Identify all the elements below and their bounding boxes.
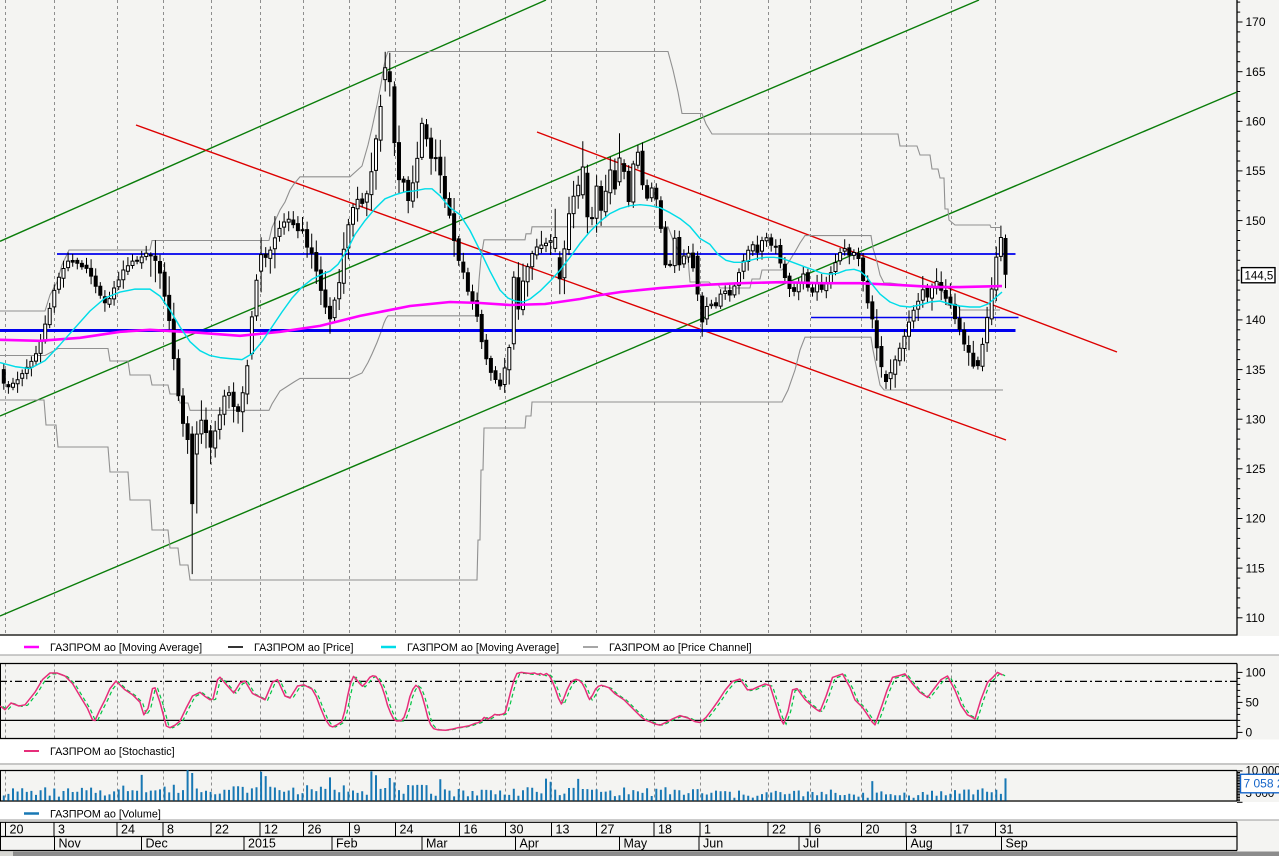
svg-text:Jun: Jun xyxy=(703,837,723,851)
svg-text:Mar: Mar xyxy=(426,837,448,851)
svg-text:50: 50 xyxy=(1246,696,1260,710)
svg-text:ГАЗПРОМ ао [Volume]: ГАЗПРОМ ао [Volume] xyxy=(50,809,161,821)
svg-text:130: 130 xyxy=(1246,412,1266,426)
svg-text:ГАЗПРОМ ао [Moving Average]: ГАЗПРОМ ао [Moving Average] xyxy=(50,642,202,654)
svg-text:2015: 2015 xyxy=(248,837,276,851)
svg-text:Dec: Dec xyxy=(146,837,168,851)
svg-text:Feb: Feb xyxy=(336,837,358,851)
svg-text:155: 155 xyxy=(1246,164,1266,178)
svg-text:170: 170 xyxy=(1246,15,1266,29)
svg-text:150: 150 xyxy=(1246,214,1266,228)
svg-text:135: 135 xyxy=(1246,363,1266,377)
svg-text:20: 20 xyxy=(10,823,24,837)
svg-text:May: May xyxy=(624,837,648,851)
svg-text:Sep: Sep xyxy=(1006,837,1028,851)
svg-text:165: 165 xyxy=(1246,65,1266,79)
svg-text:13: 13 xyxy=(556,823,570,837)
svg-text:160: 160 xyxy=(1246,115,1266,129)
svg-text:9: 9 xyxy=(354,823,361,837)
svg-text:120: 120 xyxy=(1246,512,1266,526)
svg-text:115: 115 xyxy=(1246,561,1265,575)
svg-text:24: 24 xyxy=(121,823,135,837)
svg-text:22: 22 xyxy=(215,823,229,837)
svg-text:12: 12 xyxy=(264,823,278,837)
svg-text:Apr: Apr xyxy=(520,837,539,851)
svg-text:110: 110 xyxy=(1246,611,1265,625)
svg-text:ГАЗПРОМ ао [Price]: ГАЗПРОМ ао [Price] xyxy=(254,642,353,654)
svg-text:8: 8 xyxy=(167,823,174,837)
svg-text:22: 22 xyxy=(772,823,786,837)
svg-text:100: 100 xyxy=(1246,666,1266,680)
svg-text:0: 0 xyxy=(1246,726,1253,740)
svg-text:30: 30 xyxy=(510,823,524,837)
svg-text:17: 17 xyxy=(955,823,969,837)
svg-text:ГАЗПРОМ ао [Moving Average]: ГАЗПРОМ ао [Moving Average] xyxy=(407,642,559,654)
svg-text:26: 26 xyxy=(308,823,322,837)
svg-text:7 058 2: 7 058 2 xyxy=(1244,777,1279,791)
svg-text:31: 31 xyxy=(1000,823,1014,837)
svg-text:144,5: 144,5 xyxy=(1245,271,1274,283)
svg-text:3: 3 xyxy=(58,823,65,837)
svg-text:6: 6 xyxy=(814,823,821,837)
svg-text:140: 140 xyxy=(1246,313,1266,327)
svg-text:ГАЗПРОМ ао [Stochastic]: ГАЗПРОМ ао [Stochastic] xyxy=(50,746,175,758)
svg-text:ГАЗПРОМ ао [Price Channel]: ГАЗПРОМ ао [Price Channel] xyxy=(609,642,752,654)
svg-text:3: 3 xyxy=(910,823,917,837)
svg-text:125: 125 xyxy=(1246,462,1266,476)
svg-text:18: 18 xyxy=(658,823,672,837)
svg-text:Jul: Jul xyxy=(803,837,819,851)
svg-text:Nov: Nov xyxy=(59,837,82,851)
svg-text:27: 27 xyxy=(601,823,615,837)
svg-text:16: 16 xyxy=(464,823,478,837)
svg-text:Aug: Aug xyxy=(911,837,933,851)
svg-text:20: 20 xyxy=(866,823,880,837)
svg-text:1: 1 xyxy=(704,823,711,837)
svg-text:24: 24 xyxy=(400,823,414,837)
